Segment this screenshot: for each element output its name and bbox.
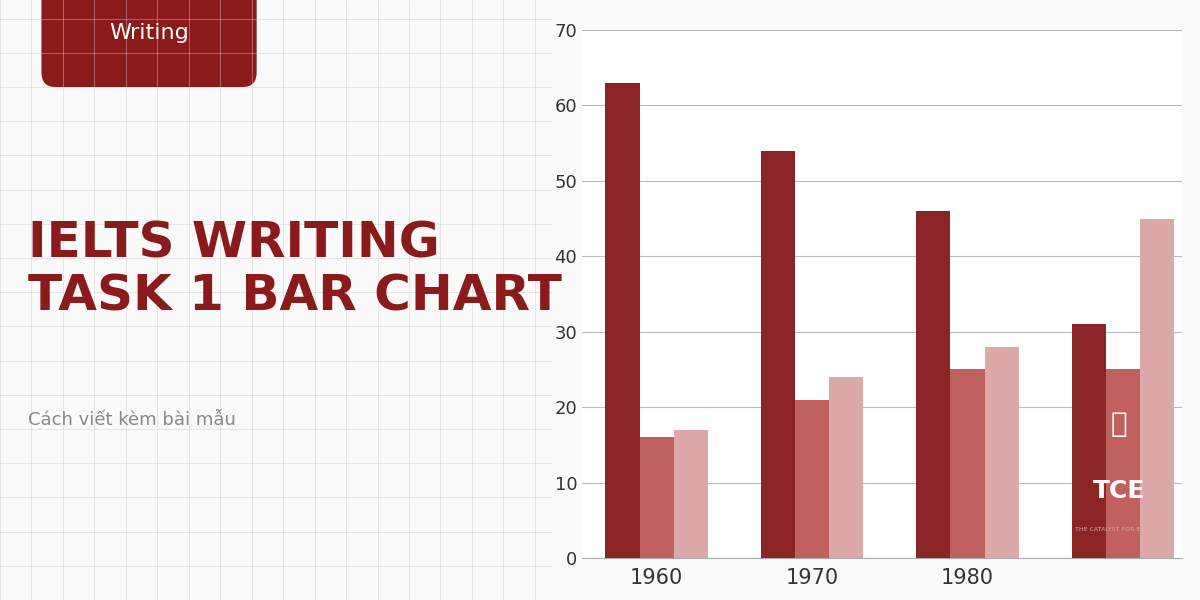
Bar bbox=[984, 347, 1019, 558]
Bar bbox=[640, 437, 673, 558]
Text: Writing: Writing bbox=[109, 23, 188, 43]
FancyBboxPatch shape bbox=[42, 0, 257, 87]
Bar bbox=[673, 430, 708, 558]
Text: THE CATALYST FOR ENGLISH: THE CATALYST FOR ENGLISH bbox=[1074, 527, 1164, 532]
Text: TCE: TCE bbox=[1093, 479, 1145, 503]
Text: Cách viết kèm bài mẫu: Cách viết kèm bài mẫu bbox=[28, 411, 235, 429]
Text: 🌳: 🌳 bbox=[1111, 410, 1127, 437]
Bar bbox=[794, 400, 829, 558]
Bar bbox=[605, 83, 640, 558]
Bar bbox=[950, 370, 984, 558]
Bar bbox=[1106, 370, 1140, 558]
Bar bbox=[761, 151, 794, 558]
Bar bbox=[1072, 324, 1106, 558]
Bar bbox=[916, 211, 950, 558]
Bar bbox=[829, 377, 863, 558]
Bar bbox=[1140, 218, 1175, 558]
Text: IELTS WRITING
TASK 1 BAR CHART: IELTS WRITING TASK 1 BAR CHART bbox=[28, 219, 562, 321]
